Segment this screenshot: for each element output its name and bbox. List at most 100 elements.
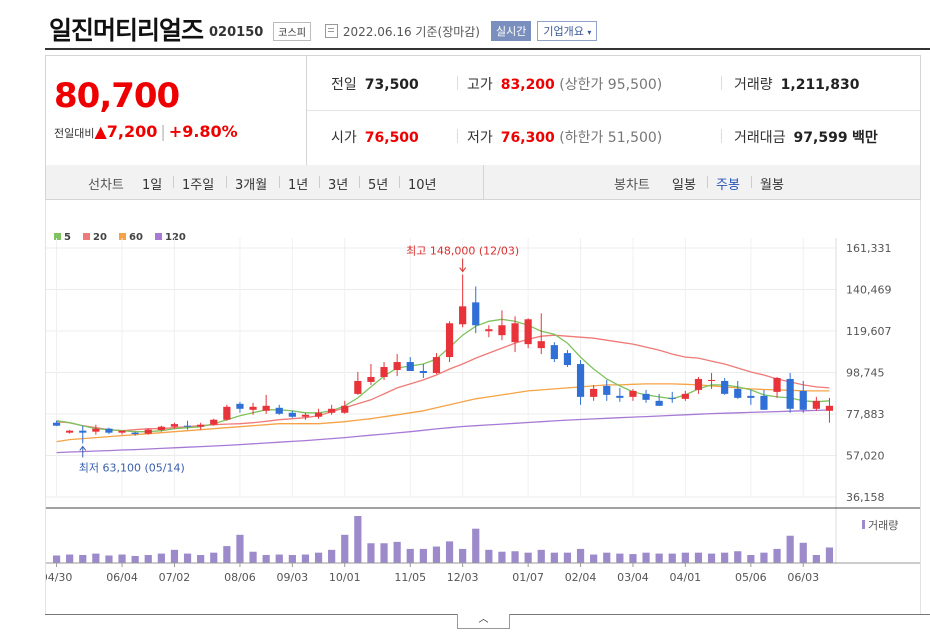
tab-separator <box>173 176 174 188</box>
market-badge: 코스피 <box>273 21 311 41</box>
candle <box>537 341 545 349</box>
x-tick-label: 06/04 <box>106 571 138 584</box>
stat-prev-close: 전일 73,500 <box>331 77 419 93</box>
volume-bar <box>760 552 768 563</box>
volume-bar <box>694 552 703 563</box>
tab-separator <box>399 176 400 188</box>
volume-bar <box>576 548 585 563</box>
candle <box>157 426 165 431</box>
chart-area: 5 20 60 120 161,331 140,469 119,607 98,745 77,88… <box>41 200 921 615</box>
candle <box>275 407 283 414</box>
candle <box>472 302 480 326</box>
volume-bar <box>210 552 218 563</box>
volume-bar <box>406 548 414 563</box>
tab-separator <box>319 176 320 188</box>
stat-low: 저가 76,300 (하한가 51,500) <box>467 130 663 146</box>
quote-date: 2022.06.16 기준(장마감) <box>342 24 480 39</box>
volume-bar <box>524 552 532 563</box>
tab-daily[interactable]: 일봉 <box>672 178 696 193</box>
tab-separator <box>751 176 752 188</box>
candle <box>655 400 663 406</box>
legend-label: 5 <box>64 232 71 243</box>
candle <box>92 428 100 432</box>
candle <box>406 362 414 371</box>
volume-bar <box>707 553 716 563</box>
volume-bar <box>288 555 296 563</box>
volume-bar <box>380 543 388 563</box>
volume-bar <box>236 534 244 563</box>
candle <box>79 430 87 433</box>
candle <box>445 323 454 358</box>
candle <box>314 412 323 417</box>
volume-legend-label: 거래량 <box>868 519 898 532</box>
tab-3y[interactable]: 3년 <box>328 178 349 193</box>
candle <box>681 393 689 399</box>
low-arrow-head <box>79 445 87 451</box>
ma5-line <box>56 318 830 433</box>
candle <box>262 405 270 411</box>
volume-bar <box>498 551 506 563</box>
candle <box>393 362 401 371</box>
volume-bar <box>681 552 689 563</box>
volume-bar <box>118 554 126 563</box>
candle <box>52 422 61 426</box>
volume-bar <box>603 552 611 563</box>
tab-5y[interactable]: 5년 <box>368 178 389 193</box>
candle <box>341 405 349 413</box>
company-overview-dropdown[interactable]: 기업개요 ▾ <box>537 21 598 41</box>
volume-bar <box>616 553 624 563</box>
candle <box>485 329 493 332</box>
volume-bar <box>773 548 781 563</box>
volume-bar <box>328 549 336 563</box>
candlestick-chart[interactable]: 5 20 60 120 161,331 140,469 119,607 98,745 77,88… <box>41 200 920 615</box>
stock-code: 020150 <box>209 24 264 40</box>
candle <box>603 385 611 395</box>
candle <box>197 424 205 427</box>
ma60-line <box>56 383 830 443</box>
volume-bar <box>472 528 480 563</box>
volume-bar <box>419 548 427 563</box>
legend-swatch <box>155 233 162 240</box>
volume-bar <box>825 547 834 563</box>
chart-tabs: 선차트 1일 1주일 3개월 1년 3년 5년 10년 봉차트 일봉 주봉 월봉 <box>45 165 921 200</box>
tab-3m[interactable]: 3개월 <box>235 178 268 193</box>
volume-bar <box>485 549 493 563</box>
tab-separator <box>359 176 360 188</box>
y-tick-label: 77,883 <box>846 408 885 421</box>
candle <box>288 412 296 417</box>
change-separator: | <box>160 122 166 141</box>
collapse-chart-button[interactable]: ︿ <box>457 614 510 629</box>
candle <box>694 378 703 390</box>
candle <box>105 428 113 433</box>
candle <box>419 370 427 373</box>
volume-bar <box>92 553 100 563</box>
tab-separator <box>707 176 708 188</box>
candle <box>170 424 179 427</box>
candle <box>590 388 598 397</box>
volume-bar <box>511 551 519 563</box>
stats-divider <box>721 129 722 143</box>
volume-bar <box>393 541 401 563</box>
volume-bar <box>367 543 375 563</box>
tab-monthly[interactable]: 월봉 <box>760 178 784 193</box>
tab-1y[interactable]: 1년 <box>288 178 309 193</box>
company-overview-label: 기업개요 <box>543 25 584 38</box>
tab-weekly[interactable]: 주봉 <box>716 178 740 193</box>
volume-bar <box>131 555 139 563</box>
realtime-button[interactable]: 실시간 <box>491 21 532 41</box>
volume-bar <box>262 555 270 563</box>
tab-10y[interactable]: 10년 <box>408 178 437 193</box>
low-annotation: 최저 63,100 (05/14) <box>79 461 185 474</box>
volume-bar <box>563 552 572 563</box>
tab-1w[interactable]: 1주일 <box>182 178 215 193</box>
volume-bar <box>144 555 152 563</box>
volume-bar <box>79 555 87 563</box>
volume-bar <box>590 554 598 563</box>
candle <box>301 414 310 417</box>
tab-1d[interactable]: 1일 <box>142 178 163 193</box>
volume-bar <box>550 552 558 563</box>
candle <box>183 425 192 427</box>
change-value: 7,200 <box>106 122 158 141</box>
y-tick-label: 161,331 <box>846 242 892 255</box>
volume-bar <box>223 546 231 563</box>
